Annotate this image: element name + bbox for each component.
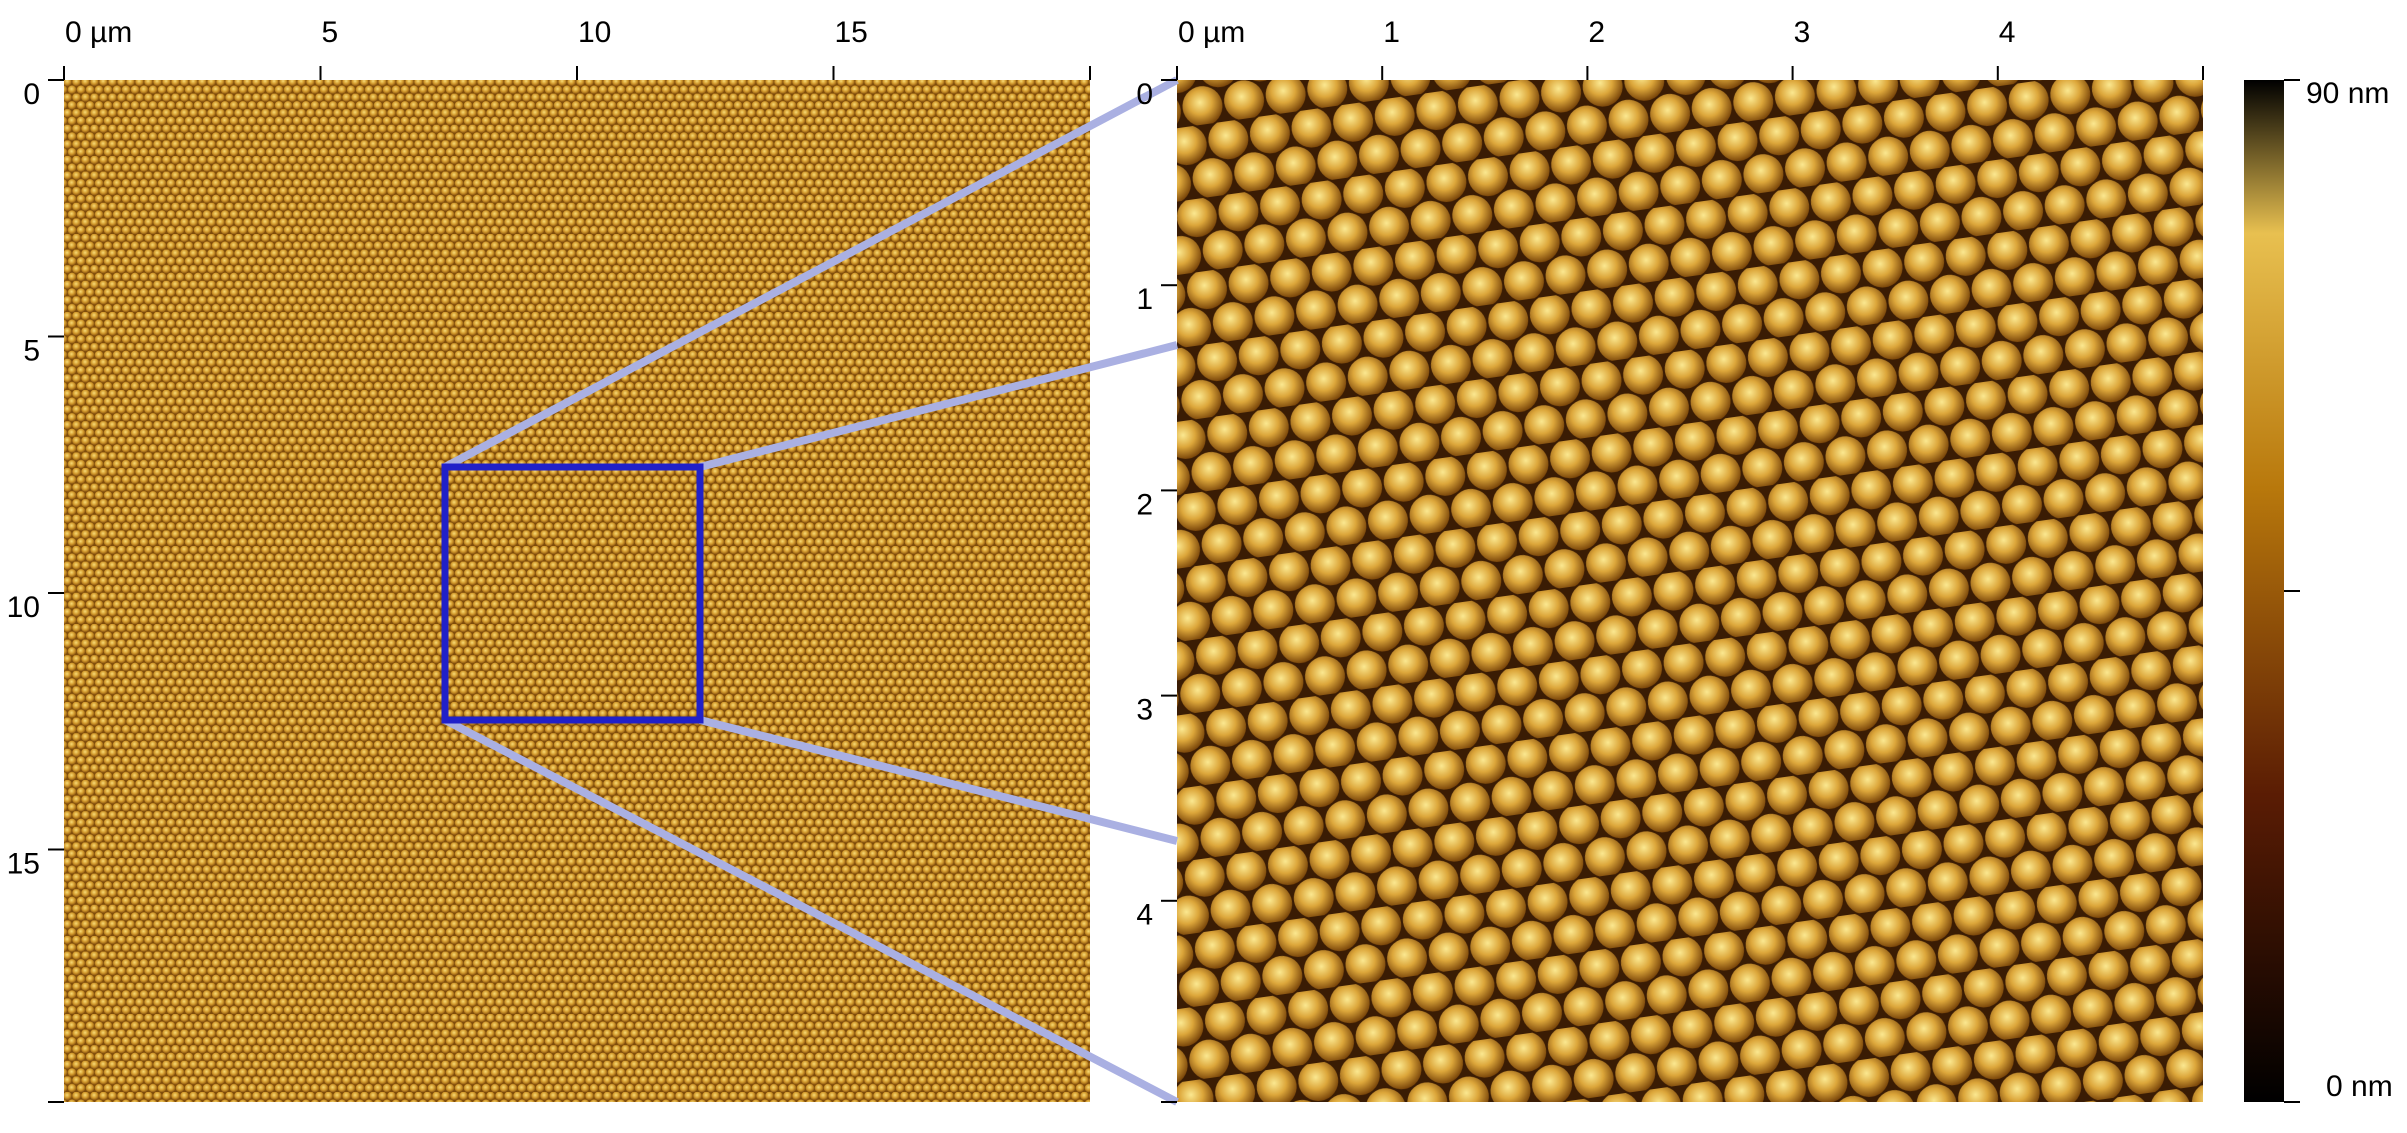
x-tick-label: 10	[578, 16, 611, 49]
zoom-line	[443, 716, 1179, 1106]
zoom-box	[441, 463, 704, 724]
zoom-line	[443, 76, 1179, 471]
x-tick-label: 5	[322, 16, 339, 49]
colorbar-max-label: 90 nm	[2306, 77, 2389, 110]
zoom-line	[699, 341, 1178, 471]
overview-scan	[64, 80, 1090, 1102]
y-tick-label: 3	[1136, 694, 1153, 727]
y-tick-label: 1	[1136, 283, 1153, 316]
x-tick-label: 3	[1794, 16, 1811, 49]
y-tick-label: 10	[7, 591, 40, 624]
zoom-scan	[1177, 80, 2203, 1102]
zoom-lines	[443, 76, 1179, 1106]
colorbar	[2244, 80, 2284, 1102]
x-tick-label: 1	[1383, 16, 1400, 49]
y-tick-label: 0	[23, 78, 40, 111]
x-tick-label: 4	[1999, 16, 2016, 49]
y-tick-label: 4	[1136, 899, 1153, 932]
zoom-line	[699, 716, 1178, 845]
colorbar-min-label: 0 nm	[2326, 1070, 2393, 1103]
x-tick-label: 0 µm	[1178, 16, 1245, 49]
x-tick-label: 0 µm	[65, 16, 132, 49]
y-tick-label: 15	[7, 847, 40, 880]
y-tick-label: 0	[1136, 78, 1153, 111]
x-tick-label: 15	[835, 16, 868, 49]
y-tick-label: 2	[1136, 488, 1153, 521]
x-tick-label: 2	[1588, 16, 1605, 49]
y-tick-label: 5	[23, 334, 40, 367]
